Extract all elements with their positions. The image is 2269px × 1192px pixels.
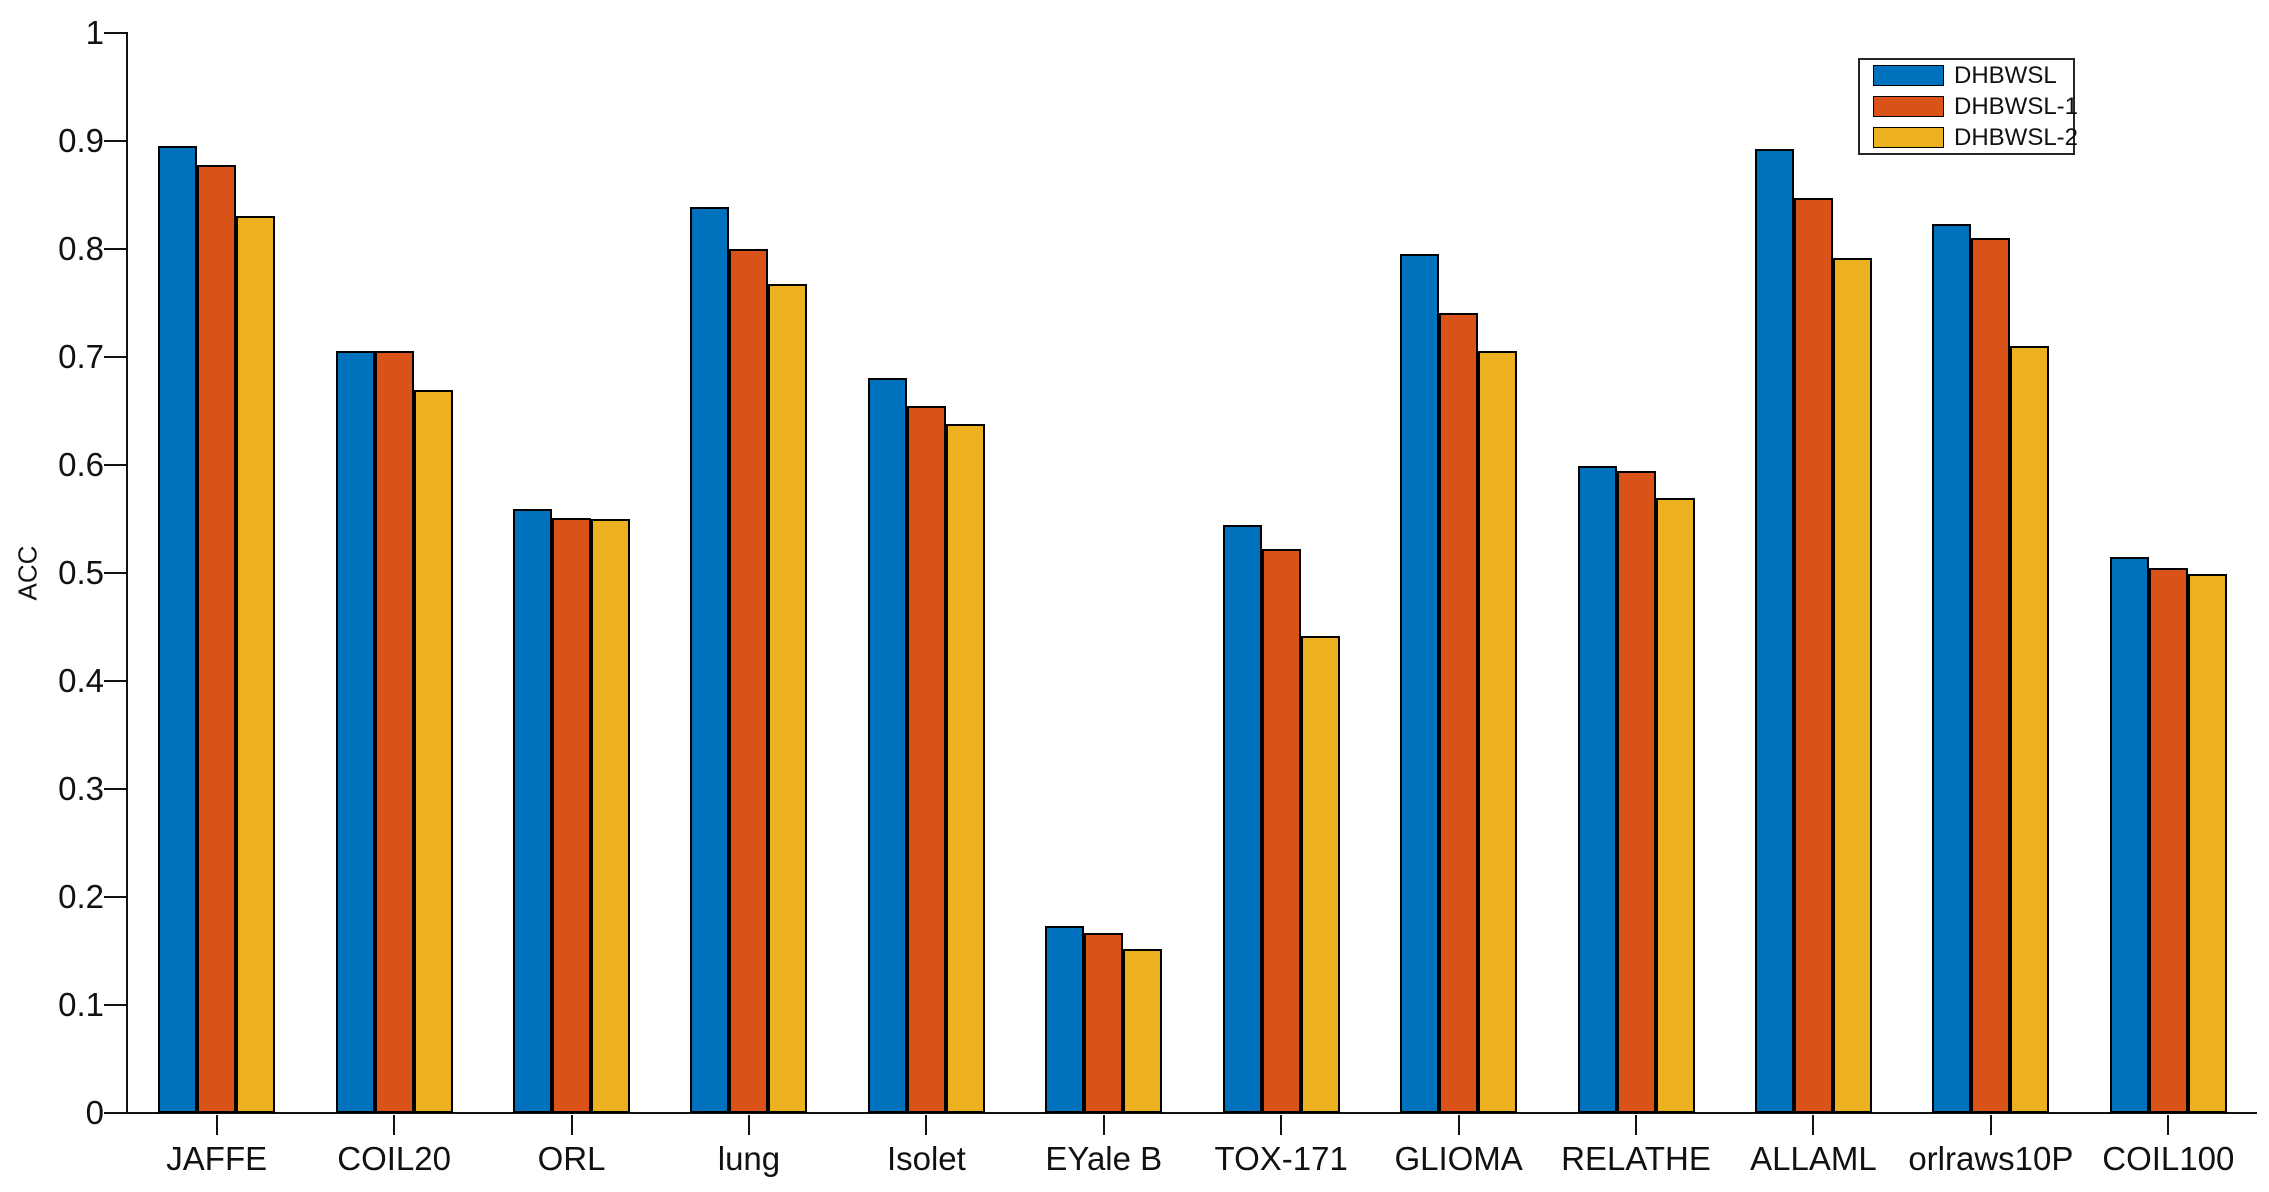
y-tick-label: 0.5 (58, 554, 104, 591)
y-tick (104, 140, 126, 142)
x-tick-label: TOX-171 (1214, 1140, 1348, 1177)
y-tick-label: 0.4 (58, 662, 104, 699)
x-tick (1635, 1115, 1638, 1135)
y-tick (104, 32, 126, 34)
bar (158, 146, 197, 1113)
y-tick (104, 464, 126, 466)
bar (1400, 254, 1439, 1113)
bar (513, 509, 552, 1113)
bar (552, 518, 591, 1113)
bar (1084, 933, 1123, 1113)
plot-area (128, 33, 2257, 1113)
bar (2010, 346, 2049, 1113)
y-tick-label: 0.9 (58, 122, 104, 159)
legend-label: DHBWSL (1954, 61, 2057, 89)
legend-item: DHBWSL (1860, 62, 2073, 89)
bar (907, 406, 946, 1113)
x-axis (126, 1112, 2257, 1114)
y-tick (104, 896, 126, 898)
x-tick (1457, 1115, 1460, 1135)
x-tick-label: COIL20 (337, 1140, 451, 1177)
x-tick (2167, 1115, 2170, 1135)
bar (414, 390, 453, 1113)
x-tick (925, 1115, 928, 1135)
legend-swatch (1873, 96, 1944, 117)
x-tick-label: ALLAML (1750, 1140, 1877, 1177)
bar (1794, 198, 1833, 1113)
y-tick (104, 1004, 126, 1006)
x-tick (570, 1115, 573, 1135)
y-tick-label: 0.3 (58, 770, 104, 807)
legend: DHBWSL DHBWSL-1 DHBWSL-2 (1858, 58, 2078, 155)
y-tick (104, 680, 126, 682)
bar (1755, 149, 1794, 1113)
bar (1971, 238, 2010, 1113)
bar (768, 284, 807, 1113)
bar (1656, 498, 1695, 1113)
bar (1262, 549, 1301, 1113)
legend-item: DHBWSL-2 (1860, 124, 2078, 151)
y-tick-label: 0.8 (58, 230, 104, 267)
x-tick-label: ORL (537, 1140, 606, 1177)
bar (729, 249, 768, 1113)
y-tick (104, 248, 126, 250)
bar (1223, 525, 1262, 1113)
x-tick-label: EYale B (1045, 1140, 1163, 1177)
bar (1301, 636, 1340, 1113)
x-tick-label: orlraws10P (1908, 1140, 2074, 1177)
bar (1478, 351, 1517, 1113)
y-tick-label: 1 (85, 14, 104, 51)
bar (690, 207, 729, 1113)
x-tick-label: RELATHE (1561, 1140, 1711, 1177)
legend-label: DHBWSL-1 (1954, 92, 2079, 120)
bar (1439, 313, 1478, 1113)
x-tick-label: lung (717, 1140, 781, 1177)
y-tick (104, 572, 126, 574)
bar (1123, 949, 1162, 1113)
x-tick (393, 1115, 396, 1135)
bar (1578, 466, 1617, 1113)
legend-label: DHBWSL-2 (1954, 123, 2079, 151)
bar (591, 519, 630, 1113)
x-tick (1812, 1115, 1815, 1135)
bar (2149, 568, 2188, 1113)
bar (868, 378, 907, 1113)
x-tick-label: GLIOMA (1394, 1140, 1523, 1177)
legend-item: DHBWSL-1 (1860, 93, 2078, 120)
bar (1045, 926, 1084, 1113)
x-tick-label: COIL100 (2102, 1140, 2235, 1177)
legend-swatch (1873, 127, 1944, 148)
bar (946, 424, 985, 1113)
bar (375, 351, 414, 1113)
x-tick (1989, 1115, 1992, 1135)
legend-swatch (1873, 65, 1944, 86)
y-tick-label: 0.7 (58, 338, 104, 375)
x-tick (215, 1115, 218, 1135)
bar (2188, 574, 2227, 1113)
y-axis (126, 32, 128, 1114)
y-tick-label: 0.2 (58, 878, 104, 915)
bar (1617, 471, 1656, 1113)
x-tick-label: Isolet (886, 1140, 966, 1177)
bar (236, 216, 275, 1113)
y-tick-label: 0 (85, 1094, 104, 1131)
y-tick-label: 0.6 (58, 446, 104, 483)
bar (336, 351, 375, 1113)
x-tick (1102, 1115, 1105, 1135)
bar (1833, 258, 1872, 1113)
x-tick-label: JAFFE (166, 1140, 268, 1177)
bar (1932, 224, 1971, 1113)
y-tick (104, 356, 126, 358)
y-tick (104, 1112, 126, 1114)
x-tick (747, 1115, 750, 1135)
y-tick (104, 788, 126, 790)
bar (197, 165, 236, 1113)
bar (2110, 557, 2149, 1113)
y-tick-label: 0.1 (58, 986, 104, 1023)
x-tick (1280, 1115, 1283, 1135)
